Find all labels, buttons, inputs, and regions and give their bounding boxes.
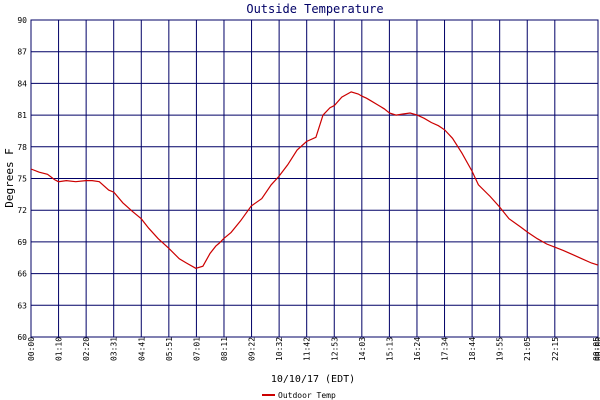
x-tick-label: 07:01 [192, 337, 201, 361]
grid-lines [30, 19, 599, 338]
y-tick-label: 60 [17, 333, 27, 342]
chart-title: Outside Temperature [246, 2, 383, 16]
y-tick-label: 63 [17, 301, 27, 310]
y-tick-label: 87 [17, 48, 27, 57]
x-tick-label: 02:20 [82, 337, 91, 361]
plot-frame [30, 19, 599, 338]
x-tick-label: 04:41 [137, 337, 146, 361]
x-tick-label: 10:32 [275, 337, 284, 361]
x-tick-label: 18:44 [468, 337, 477, 361]
x-tick-label: 01:10 [55, 337, 64, 361]
y-tick-label: 90 [17, 16, 27, 25]
y-tick-label: 66 [17, 270, 27, 279]
x-tick-label: 22:15 [551, 337, 560, 361]
y-tick-label: 81 [17, 111, 27, 120]
x-tick-label: 00:00 [27, 337, 36, 361]
x-tick-label: 09:22 [248, 337, 257, 361]
y-tick-label: 84 [17, 79, 27, 88]
x-tick-label: 11:42 [303, 337, 312, 361]
x-tick-label: 21:05 [523, 337, 532, 361]
legend-label: Outdoor Temp [278, 391, 336, 400]
x-tick-label: 16:24 [413, 337, 422, 361]
x-tick-label: 12:53 [330, 337, 339, 361]
x-tick-label: 14:03 [358, 337, 367, 361]
x-tick-label: 15:13 [385, 337, 394, 361]
x-tick-label: 05:51 [165, 337, 174, 361]
y-tick-label: 78 [17, 143, 27, 152]
x-tick-label: 08:11 [220, 337, 229, 361]
x-tick-labels: 00:00 01:10 02:20 03:31 04:41 05:51 07:01 08:11… [27, 337, 600, 361]
y-tick-label: 72 [17, 206, 27, 215]
x-tick-label: 17:34 [441, 337, 450, 361]
outdoor-temp-line [30, 91, 599, 269]
x-axis-label: 10/10/17 (EDT) [271, 374, 355, 385]
x-end-label: 00:05 [592, 337, 600, 361]
y-tick-labels: 60 63 66 69 72 75 78 81 84 87 90 [17, 16, 27, 342]
x-tick-label: 03:31 [110, 337, 119, 361]
y-tick-label: 75 [17, 175, 27, 184]
y-tick-label: 69 [17, 238, 27, 247]
legend: Outdoor Temp [262, 391, 336, 400]
x-tick-label: 19:55 [496, 337, 505, 361]
x-tick-label: 00:00 [594, 337, 600, 361]
y-axis-label: Degrees F [3, 148, 16, 208]
